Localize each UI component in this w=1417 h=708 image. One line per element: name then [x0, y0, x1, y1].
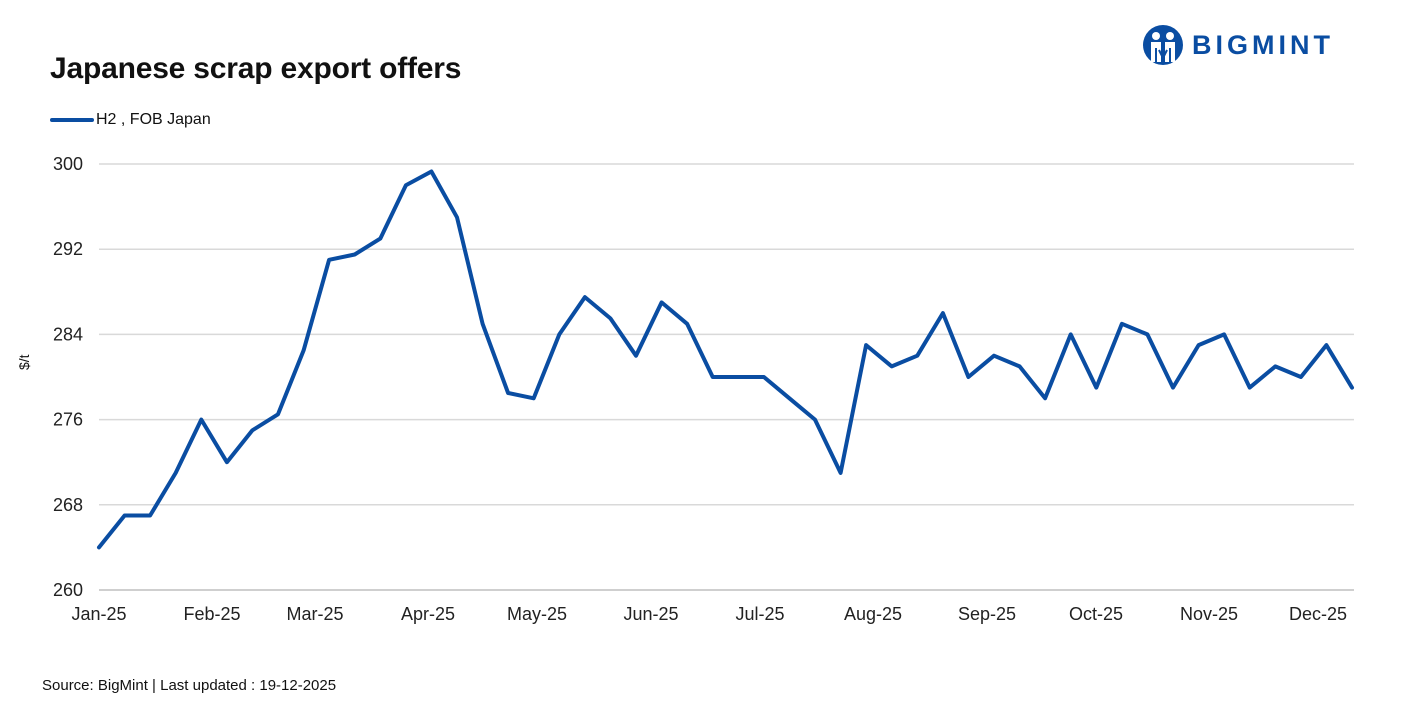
x-tick-label: Jun-25 — [623, 604, 678, 624]
y-tick-label: 284 — [53, 324, 83, 344]
x-tick-label: May-25 — [507, 604, 567, 624]
x-tick-label: Sep-25 — [958, 604, 1016, 624]
legend: H2 , FOB Japan — [50, 111, 211, 129]
x-tick-label: Aug-25 — [844, 604, 902, 624]
x-tick-label: Feb-25 — [183, 604, 240, 624]
x-tick-label: Mar-25 — [286, 604, 343, 624]
logo-mark-icon — [1143, 25, 1183, 65]
legend-swatch — [50, 118, 94, 122]
x-tick-label: Dec-25 — [1289, 604, 1347, 624]
source-note: Source: BigMint | Last updated : 19-12-2… — [42, 677, 337, 694]
x-tick-label: Oct-25 — [1069, 604, 1123, 624]
x-tick-label: Jan-25 — [71, 604, 126, 624]
y-tick-label: 300 — [53, 154, 83, 174]
x-tick-label: Nov-25 — [1180, 604, 1238, 624]
x-tick-label: Jul-25 — [735, 604, 784, 624]
y-tick-label: 276 — [53, 410, 83, 430]
bigmint-logo: BIGMINT — [1142, 24, 1334, 66]
legend-label: H2 , FOB Japan — [96, 111, 211, 128]
x-tick-label: Apr-25 — [401, 604, 455, 624]
logo-text: BIGMINT — [1192, 29, 1334, 60]
series-line — [97, 169, 1354, 550]
y-tick-label: 268 — [53, 495, 83, 515]
y-tick-label: 292 — [53, 239, 83, 259]
chart-title: Japanese scrap export offers — [50, 52, 462, 85]
y-tick-label: 260 — [53, 580, 83, 600]
